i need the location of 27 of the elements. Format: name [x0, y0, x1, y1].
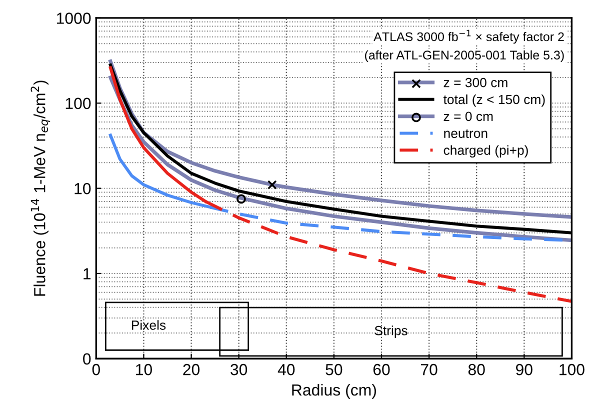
- annotation: (after ATL-GEN-2005-001 Table 5.3): [365, 50, 564, 62]
- x-tick-label: 90: [516, 364, 532, 376]
- x-tick-label: 40: [278, 364, 295, 376]
- y-axis-title: Fluence (10$^{14}$ 1-MeV n$_{eq}$/cm$^{2}$): [30, 80, 50, 296]
- legend-label: total (z < 150 cm): [443, 94, 545, 107]
- x-tick-label: 30: [230, 364, 248, 376]
- annotation: Pixels: [132, 320, 166, 330]
- x-axis-title: Radius (cm): [292, 384, 376, 399]
- x-tick-label: 100: [560, 364, 584, 376]
- annotation: Strips: [374, 326, 408, 338]
- x-tick-label: 60: [373, 364, 390, 376]
- x-tick-label: 70: [420, 364, 438, 376]
- y-tick-label: 10: [74, 182, 91, 194]
- x-tick-label: 20: [183, 364, 200, 376]
- y-tick-label: 0: [83, 353, 91, 365]
- legend-label: charged (pi+p): [444, 145, 528, 158]
- y-tick-label: 100: [66, 98, 91, 110]
- x-tick-label: 10: [136, 364, 152, 376]
- y-tick-label: 1000: [57, 12, 91, 24]
- annotation: ATLAS 3000 fb$^{−1}$ × safety factor 2: [374, 30, 564, 44]
- x-tick-label: 80: [468, 364, 485, 376]
- y-tick-label: 1: [84, 268, 91, 280]
- legend-label: z = 0 cm: [444, 112, 493, 122]
- x-tick-label: 0: [92, 364, 100, 376]
- x-tick-label: 50: [326, 364, 342, 376]
- legend-label: neutron: [444, 129, 488, 138]
- legend-label: z = 300 cm: [444, 78, 508, 88]
